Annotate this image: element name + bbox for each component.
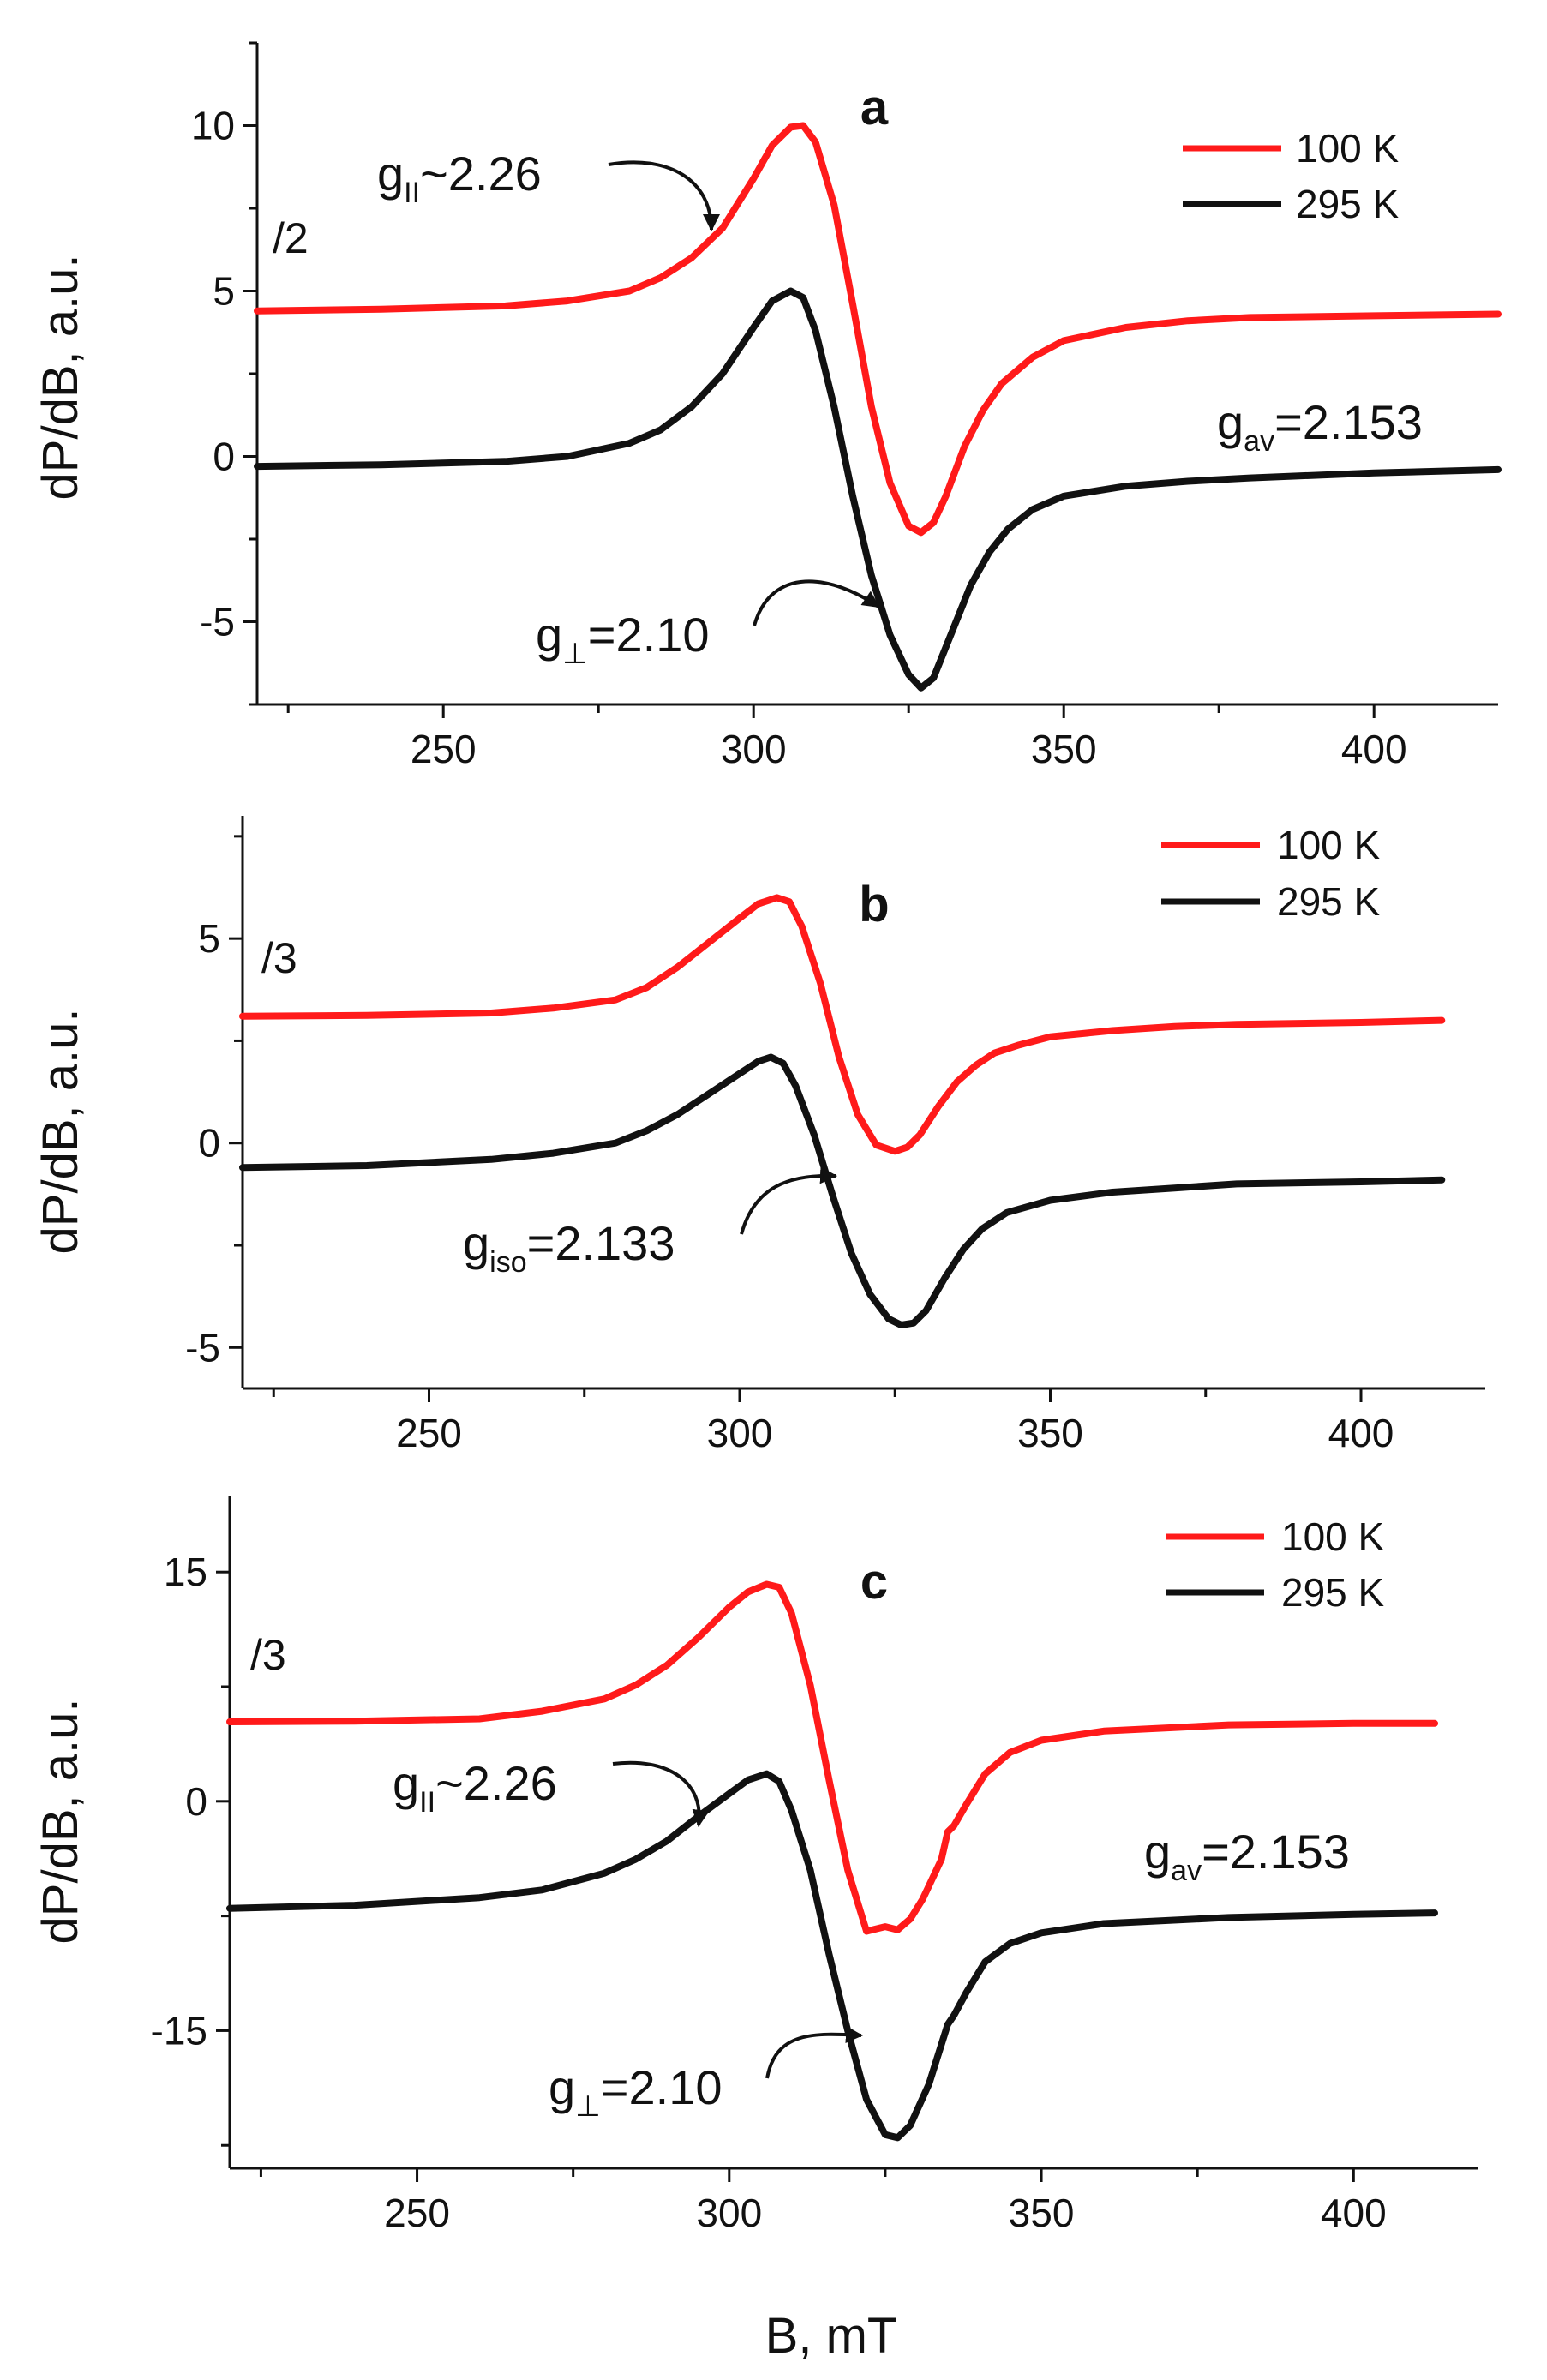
panel-c-arrow-g-parallel <box>612 1760 710 1827</box>
panel-b-series-100k <box>239 894 1446 1155</box>
panel-a-y-tick-label: 10 <box>191 104 235 148</box>
panel-c-y-tick-label: -15 <box>151 2008 207 2053</box>
panel-c-x-tick-label: 400 <box>1321 2191 1387 2235</box>
panel-a-plot: 250 300 350 400 -5 0 5 10 <box>191 41 1502 771</box>
panel-c-y-tick-label: 0 <box>185 1779 207 1824</box>
panel-c-series-295k <box>226 1770 1438 2142</box>
panel-b-y-tick-label: 0 <box>198 1121 220 1166</box>
panel-a-y-tick-label: 0 <box>213 435 235 479</box>
panel-c-annotation-g-perp: g⊥=2.10 <box>549 2060 722 2123</box>
panel-a: dP/dB, a.u. a /2 100 K 295 K gII~2.26 gg… <box>33 80 1423 670</box>
panel-a-annotation-g-av: ggav=2.153 <box>1217 395 1423 458</box>
panel-a-arrow-g-parallel <box>608 160 720 231</box>
panel-a-legend-label-100k: 100 K <box>1296 126 1400 171</box>
panel-c-y-axis-title: dP/dB, a.u. <box>33 1699 88 1945</box>
panel-a-arrow-g-perp <box>753 579 880 626</box>
panel-a-x-tick-label: 350 <box>1031 727 1097 771</box>
panel-b-x-tick-label: 300 <box>707 1411 773 1455</box>
panel-b-x-tick-label: 400 <box>1328 1411 1394 1455</box>
panel-b-divisor-label: /3 <box>261 934 297 982</box>
panel-a-divisor-label: /2 <box>273 214 309 262</box>
panel-c-x-tick-label: 300 <box>696 2191 762 2235</box>
panel-b-series-295k <box>239 1053 1446 1328</box>
panel-b-x-tick-label: 250 <box>396 1411 462 1455</box>
panel-b-y-axis-title: dP/dB, a.u. <box>33 1009 88 1255</box>
panel-b-y-tick-label: -5 <box>185 1325 220 1370</box>
panel-b: dP/dB, a.u. b /3 100 K 295 K giso=2.133 <box>33 823 1381 1279</box>
panel-b-x-tick-label: 350 <box>1017 1411 1083 1455</box>
panel-b-annotation-g-iso: giso=2.133 <box>463 1216 675 1279</box>
panel-a-annotation-g-perp: g⊥=2.10 <box>536 608 709 670</box>
panel-b-legend-label-100k: 100 K <box>1277 823 1381 867</box>
panel-a-series-100k <box>254 122 1502 537</box>
panel-c-x-tick-label: 250 <box>384 2191 450 2235</box>
panel-b-plot: 250 300 350 400 -5 0 5 <box>185 816 1485 1455</box>
panel-a-y-tick-label: 5 <box>213 269 235 314</box>
panel-b-arrow-g-iso <box>740 1166 837 1235</box>
panel-c-plot: 250 300 350 400 -15 0 15 <box>151 1496 1478 2235</box>
panel-c-divisor-label: /3 <box>250 1631 286 1679</box>
panel-c-x-tick-label: 350 <box>1009 2191 1075 2235</box>
panel-c-letter: c <box>860 1554 888 1610</box>
panel-b-legend-label-295k: 295 K <box>1277 879 1381 924</box>
panel-a-y-tick-label: -5 <box>200 600 235 644</box>
panel-a-x-tick-label: 400 <box>1341 727 1407 771</box>
panel-c-y-tick-label: 15 <box>164 1550 207 1594</box>
panel-b-y-tick-label: 5 <box>198 916 220 961</box>
panel-c-annotation-g-av: gav=2.153 <box>1144 1825 1350 1887</box>
panel-a-legend-label-295k: 295 K <box>1296 182 1400 226</box>
panel-c-legend-label-295k: 295 K <box>1281 1570 1385 1615</box>
panel-a-x-tick-label: 250 <box>411 727 477 771</box>
panel-b-legend: 100 K 295 K <box>1161 823 1381 924</box>
panel-a-x-tick-label: 300 <box>721 727 787 771</box>
x-axis-title: B, mT <box>765 2308 898 2364</box>
panel-c-series-100k <box>226 1580 1438 1935</box>
panel-c: dP/dB, a.u. c /3 100 K 295 K gII~2.26 ga… <box>33 1514 1385 2364</box>
panel-a-annotation-g-parallel: gII~2.26 <box>377 147 542 209</box>
panel-a-y-axis-title: dP/dB, a.u. <box>33 255 88 501</box>
panel-c-legend-label-100k: 100 K <box>1281 1514 1385 1559</box>
panel-a-series-295k <box>254 287 1502 692</box>
panel-c-annotation-g-parallel: gII~2.26 <box>393 1756 557 1819</box>
panel-a-letter: a <box>860 80 889 135</box>
panel-c-legend: 100 K 295 K <box>1166 1514 1385 1615</box>
panel-a-legend: 100 K 295 K <box>1183 126 1400 226</box>
panel-b-letter: b <box>859 877 889 932</box>
